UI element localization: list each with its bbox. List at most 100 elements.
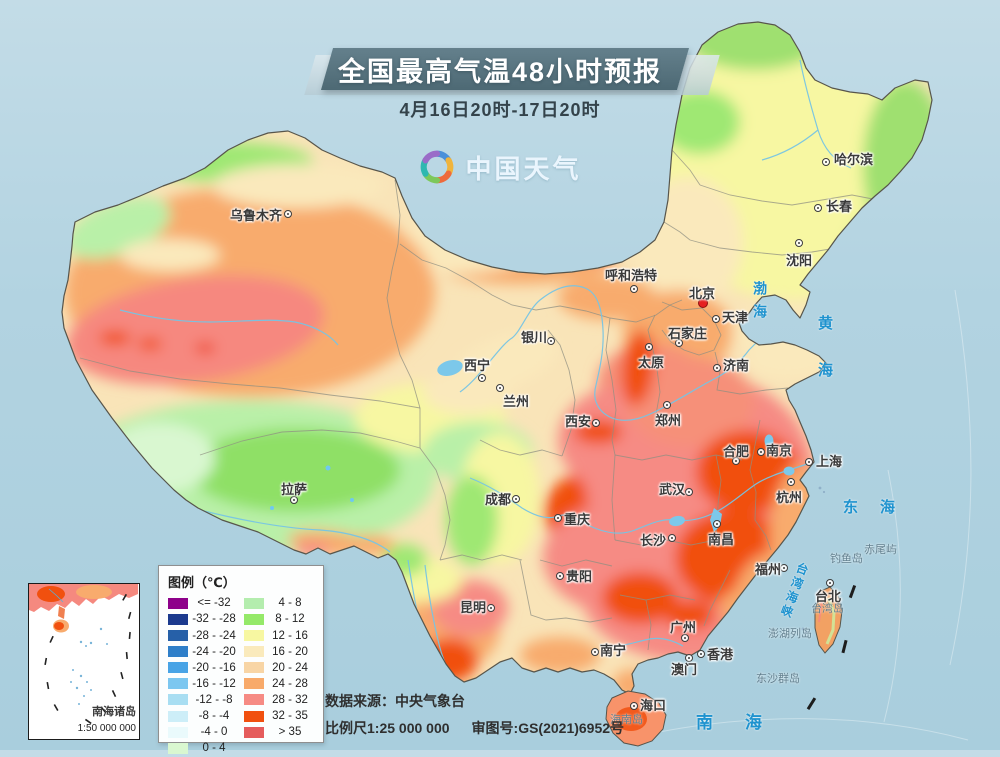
- legend-label: -20 - -16: [192, 661, 236, 674]
- legend-row: > 35: [244, 725, 316, 740]
- inset-map: [29, 584, 138, 725]
- legend-row: -28 - -24: [168, 628, 240, 643]
- map-scale: 比例尺1:25 000 000: [325, 720, 450, 736]
- city-label-重庆: 重庆: [564, 512, 591, 527]
- legend-row: <= -32: [168, 596, 240, 611]
- hainan-island: [605, 690, 667, 747]
- city-marker-拉萨: [290, 496, 298, 504]
- legend-swatch: [168, 710, 188, 722]
- taiwan-island: [814, 586, 843, 654]
- island-label-东沙群岛: 东沙群岛: [756, 673, 800, 685]
- legend-label: > 35: [278, 726, 302, 739]
- city-label-长沙: 长沙: [640, 533, 667, 548]
- city-marker-南昌: [713, 520, 721, 528]
- sea-label-东海: 东海: [843, 499, 918, 516]
- city-marker-呼和浩特: [630, 285, 638, 293]
- city-label-天津: 天津: [722, 310, 749, 325]
- city-label-合肥: 合肥: [723, 444, 750, 459]
- legend-swatch: [168, 630, 188, 642]
- city-label-拉萨: 拉萨: [281, 482, 308, 497]
- city-marker-重庆: [554, 514, 562, 522]
- legend-row: -4 - 0: [168, 725, 240, 740]
- city-marker-沈阳: [795, 239, 803, 247]
- legend-label: 4 - 8: [278, 597, 302, 610]
- legend-panel: 图例（℃） <= -32 -32 - -28 -28 - -24 -24 - -20 -…: [158, 565, 324, 754]
- island-label-台湾岛: 台湾岛: [811, 603, 844, 615]
- city-marker-武汉: [685, 488, 693, 496]
- city-label-长春: 长春: [826, 199, 853, 214]
- legend-swatch: [168, 726, 188, 738]
- legend-label: -24 - -20: [192, 645, 236, 658]
- city-label-北京: 北京: [689, 286, 716, 301]
- legend-label: 20 - 24: [272, 661, 308, 674]
- legend-label: 16 - 20: [272, 645, 308, 658]
- legend-row: -8 - -4: [168, 709, 240, 724]
- data-source: 数据来源：中央气象台: [325, 693, 465, 709]
- city-marker-福州: [780, 564, 788, 572]
- legend-label: 24 - 28: [272, 677, 308, 690]
- legend-swatch: [244, 630, 264, 642]
- city-label-乌鲁木齐: 乌鲁木齐: [230, 208, 283, 223]
- city-label-南宁: 南宁: [600, 643, 627, 658]
- legend-row: -24 - -20: [168, 644, 240, 659]
- city-label-昆明: 昆明: [460, 600, 487, 615]
- city-marker-南京: [757, 448, 765, 456]
- forecast-period: 4月16日20时-17日20时: [399, 100, 601, 120]
- pinwheel-logo-icon: [421, 150, 454, 184]
- legend-swatch: [244, 710, 264, 722]
- footer-notes: 数据来源：中央气象台 比例尺1:25 000 000 审图号:GS(2021)6…: [325, 691, 624, 738]
- graticule-lines: [634, 289, 972, 741]
- legend-swatch: [244, 597, 264, 609]
- city-label-福州: 福州: [755, 562, 782, 577]
- legend-row: 16 - 20: [244, 644, 316, 659]
- sea-label-南海: 南海: [696, 713, 794, 732]
- city-label-海口: 海口: [640, 698, 667, 713]
- city-label-上海: 上海: [816, 454, 843, 469]
- city-marker-石家庄: [675, 339, 683, 347]
- city-marker-兰州: [496, 384, 504, 392]
- city-marker-长春: [814, 204, 822, 212]
- city-label-广州: 广州: [670, 620, 697, 635]
- city-label-兰州: 兰州: [503, 394, 530, 409]
- city-label-郑州: 郑州: [655, 413, 682, 428]
- legend-column-cold: <= -32 -32 - -28 -28 - -24 -24 - -20 -20 - -…: [168, 596, 240, 757]
- city-marker-成都: [512, 495, 520, 503]
- legend-row: -16 - -12: [168, 676, 240, 691]
- small-islands: [758, 486, 855, 683]
- legend-row: 12 - 16: [244, 628, 316, 643]
- sea-label-渤海: 渤海: [752, 281, 768, 327]
- city-marker-杭州: [787, 478, 795, 486]
- city-marker-南宁: [591, 648, 599, 656]
- legend-row: 28 - 32: [244, 693, 316, 708]
- legend-label: 28 - 32: [272, 693, 308, 706]
- legend-label: <= -32: [197, 597, 231, 610]
- south-china-sea-inset: 南海诸岛 1:50 000 000: [28, 583, 140, 740]
- city-marker-合肥: [732, 457, 740, 465]
- legend-swatch: [244, 694, 264, 706]
- legend-row: 0 - 4: [168, 741, 240, 756]
- city-marker-香港: [697, 650, 705, 658]
- city-marker-西宁: [478, 374, 486, 382]
- city-marker-银川: [547, 337, 555, 345]
- city-label-西安: 西安: [565, 414, 592, 429]
- legend-swatch: [244, 678, 264, 690]
- city-marker-昆明: [487, 604, 495, 612]
- island-label-钓鱼岛: 钓鱼岛: [830, 553, 863, 565]
- city-label-哈尔滨: 哈尔滨: [834, 152, 874, 167]
- island-label-赤尾屿: 赤尾屿: [864, 544, 897, 556]
- legend-row: 24 - 28: [244, 676, 316, 691]
- logo-text: 中国天气: [465, 153, 582, 184]
- legend-row: -12 - -8: [168, 693, 240, 708]
- legend-swatch: [244, 613, 264, 625]
- legend-swatch: [168, 678, 188, 690]
- legend-label: 0 - 4: [202, 742, 226, 755]
- legend-column-warm: 4 - 8 8 - 12 12 - 16 16 - 20 20 - 24 24 - 28 2…: [244, 596, 316, 757]
- city-marker-乌鲁木齐: [284, 210, 292, 218]
- island-label-澎湖列岛: 澎湖列岛: [768, 628, 812, 640]
- legend-label: -12 - -8: [195, 693, 233, 706]
- city-marker-贵阳: [556, 572, 564, 580]
- city-marker-哈尔滨: [822, 158, 830, 166]
- legend-swatch: [168, 662, 188, 674]
- legend-row: 8 - 12: [244, 612, 316, 627]
